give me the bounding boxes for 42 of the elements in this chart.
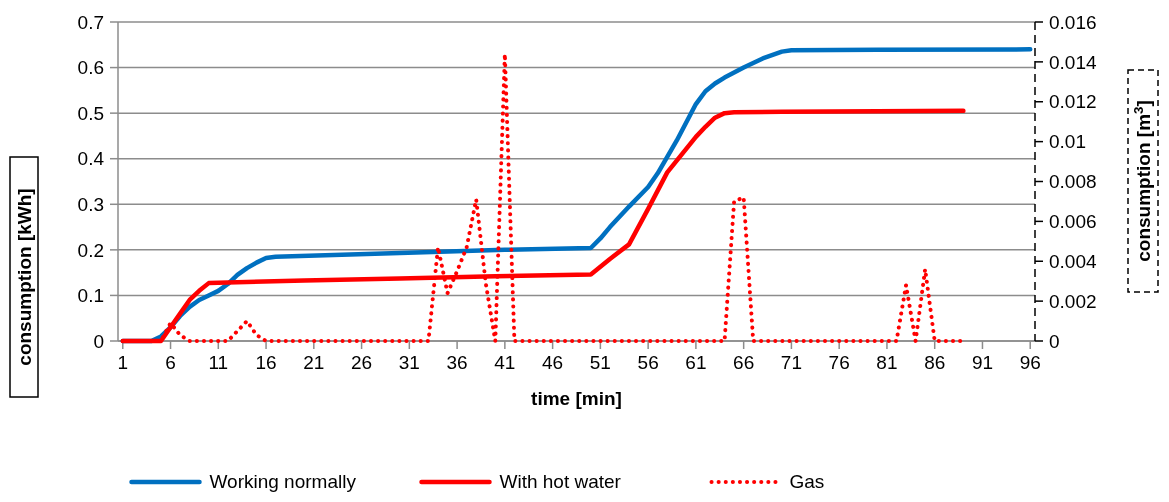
x-tick-label: 51 <box>589 352 611 373</box>
y-tick-label: 0.5 <box>77 102 104 124</box>
y2-tick-label: 0.002 <box>1049 290 1097 312</box>
y-tick-label: 0.4 <box>77 148 105 170</box>
y-tick-label: 0.3 <box>77 193 104 215</box>
x-tick-label: 31 <box>398 352 420 373</box>
y2-tick-label: 0 <box>1049 330 1060 352</box>
x-tick-label: 41 <box>494 352 516 373</box>
y2-tick-label: 0.012 <box>1049 91 1097 113</box>
y2-tick-label: 0.01 <box>1049 131 1086 153</box>
x-tick-label: 56 <box>637 352 659 373</box>
x-tick-label: 36 <box>446 352 468 373</box>
x-tick-label: 46 <box>542 352 564 373</box>
x-tick-label: 66 <box>733 352 755 373</box>
x-tick-label: 76 <box>828 352 850 373</box>
y2-tick-label: 0.004 <box>1049 250 1097 272</box>
legend-label: Gas <box>789 471 825 492</box>
x-tick-label: 71 <box>780 352 802 373</box>
y-axis-title: consumption [kWh] <box>14 188 35 366</box>
y2-tick-label: 0.008 <box>1049 171 1097 193</box>
y-tick-label: 0.7 <box>77 11 104 33</box>
x-tick-label: 16 <box>255 352 277 373</box>
x-tick-label: 91 <box>971 352 994 373</box>
y-tick-label: 0.6 <box>77 57 104 79</box>
x-axis-title: time [min] <box>531 388 622 409</box>
x-tick-label: 21 <box>303 352 325 373</box>
y2-tick-label: 0.014 <box>1049 51 1097 73</box>
y2-tick-label: 0.016 <box>1049 11 1097 33</box>
x-tick-label: 81 <box>876 352 898 373</box>
x-tick-label: 11 <box>208 352 229 373</box>
legend-label: With hot water <box>499 471 622 492</box>
x-tick-label: 86 <box>924 352 946 373</box>
x-tick-label: 1 <box>117 352 129 373</box>
legend-label: Working normally <box>209 471 357 492</box>
x-tick-label: 26 <box>351 352 373 373</box>
x-tick-label: 6 <box>165 352 176 373</box>
y-tick-label: 0 <box>93 330 104 352</box>
x-tick-label: 61 <box>685 352 707 373</box>
x-tick-label: 96 <box>1019 352 1041 373</box>
y2-tick-label: 0.006 <box>1049 211 1097 233</box>
y-tick-label: 0.1 <box>77 285 104 307</box>
y-tick-label: 0.2 <box>77 239 104 261</box>
